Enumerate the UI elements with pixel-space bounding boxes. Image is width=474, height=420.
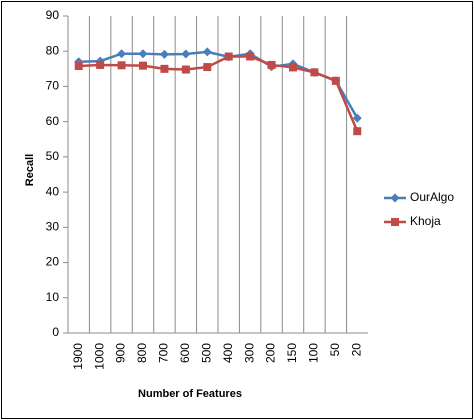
y-tick-label: 0 [52,325,59,339]
data-point [117,49,127,59]
y-tick-label: 70 [46,79,60,93]
legend-marker [391,218,399,226]
data-point [352,113,362,123]
x-tick-label: 500 [199,343,213,363]
x-tick-label: 600 [178,343,192,363]
data-point [181,65,190,74]
y-tick-label: 20 [46,255,60,269]
data-point [181,49,191,59]
y-tick-label: 80 [46,43,60,57]
y-tick-label: 10 [46,290,60,304]
legend-label: OurAlgo [410,190,454,204]
legend-label: Khoja [410,214,441,228]
data-point [159,49,169,59]
x-tick-label: 400 [221,343,235,363]
data-point [202,47,212,57]
y-tick-label: 50 [46,149,60,163]
x-tick-label: 20 [349,343,363,357]
x-tick-label: 1000 [92,343,106,370]
x-tick-label: 300 [242,343,256,363]
data-point [289,63,297,72]
y-tick-label: 60 [46,114,60,128]
x-axis-title: Number of Features [138,388,242,400]
data-point [203,63,212,72]
data-point [353,127,362,136]
data-point [139,61,147,70]
x-tick-label: 200 [264,343,278,363]
data-point [246,52,255,61]
data-point [96,60,105,69]
x-tick-label: 1900 [71,343,85,370]
x-tick-label: 900 [114,343,128,363]
y-tick-label: 90 [46,8,60,22]
legend-marker [390,193,400,203]
y-tick-label: 40 [46,184,60,198]
data-point [138,49,148,59]
data-point [224,52,233,61]
x-tick-label: 100 [307,343,321,363]
data-point [331,76,340,85]
y-axis-title: Recall [24,154,36,186]
x-tick-label: 800 [135,343,149,363]
data-point [267,60,276,69]
data-point [117,61,126,70]
data-point [310,68,319,77]
data-point [160,64,169,73]
y-tick-label: 30 [46,220,60,234]
x-tick-label: 150 [285,343,299,363]
x-tick-label: 700 [157,343,171,363]
data-point [74,62,83,71]
x-tick-label: 50 [328,343,342,357]
